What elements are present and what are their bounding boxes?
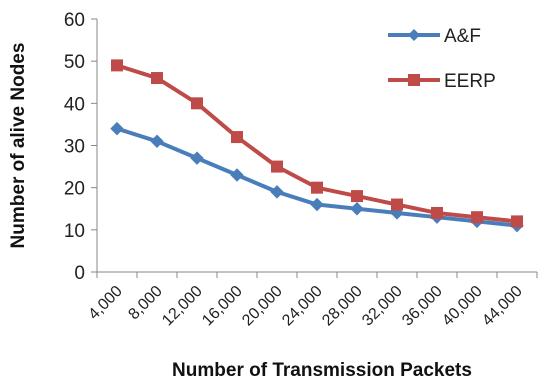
y-axis: 0 10 20 30 40 50 60 xyxy=(64,10,98,284)
x-tick-label: 40,000 xyxy=(439,283,486,330)
series-eerp xyxy=(111,59,523,228)
x-tick-label: 4,000 xyxy=(85,283,125,323)
legend: A&F EERP xyxy=(388,26,496,92)
y-tick-label: 10 xyxy=(64,221,85,242)
data-point xyxy=(271,160,283,173)
legend-label: A&F xyxy=(444,26,481,47)
x-tick-label: 20,000 xyxy=(239,283,286,330)
data-point xyxy=(511,215,523,228)
data-point xyxy=(190,151,204,165)
legend-marker xyxy=(408,74,420,86)
y-tick-label: 50 xyxy=(64,52,85,73)
data-point xyxy=(391,198,403,211)
data-point xyxy=(351,190,363,203)
data-point xyxy=(150,134,164,148)
data-point xyxy=(191,97,203,110)
y-tick-label: 20 xyxy=(64,179,85,200)
x-tick-label: 12,000 xyxy=(159,283,206,330)
x-axis-title: Number of Transmission Packets xyxy=(172,360,472,381)
y-tick-label: 60 xyxy=(64,10,85,31)
y-axis-title: Number of alive Nodes xyxy=(8,43,29,249)
legend-label: EERP xyxy=(444,71,496,92)
data-point xyxy=(310,197,324,212)
y-tick-label: 0 xyxy=(74,263,85,284)
data-point xyxy=(111,59,123,72)
data-point xyxy=(231,131,243,144)
x-tick-label: 28,000 xyxy=(319,283,366,330)
data-point xyxy=(350,202,364,216)
y-tick-label: 40 xyxy=(64,94,85,115)
data-point xyxy=(230,168,244,182)
x-tick-label: 36,000 xyxy=(399,283,446,330)
data-point xyxy=(311,181,323,194)
data-point xyxy=(151,72,163,85)
legend-item: EERP xyxy=(388,71,496,92)
x-tick-label: 44,000 xyxy=(479,283,526,330)
data-point xyxy=(110,121,124,136)
data-point xyxy=(270,185,284,199)
x-tick-label: 32,000 xyxy=(359,283,406,330)
x-tick-label: 16,000 xyxy=(199,283,246,330)
y-tick-label: 30 xyxy=(64,137,85,158)
x-tick-label: 24,000 xyxy=(279,283,326,330)
data-point xyxy=(431,206,443,219)
legend-item: A&F xyxy=(388,26,481,47)
legend-marker xyxy=(408,29,420,41)
x-axis: 4,000 8,00012,00016,00020,00024,00028,000… xyxy=(85,271,538,330)
data-point xyxy=(471,211,483,224)
series-layer xyxy=(110,59,524,233)
